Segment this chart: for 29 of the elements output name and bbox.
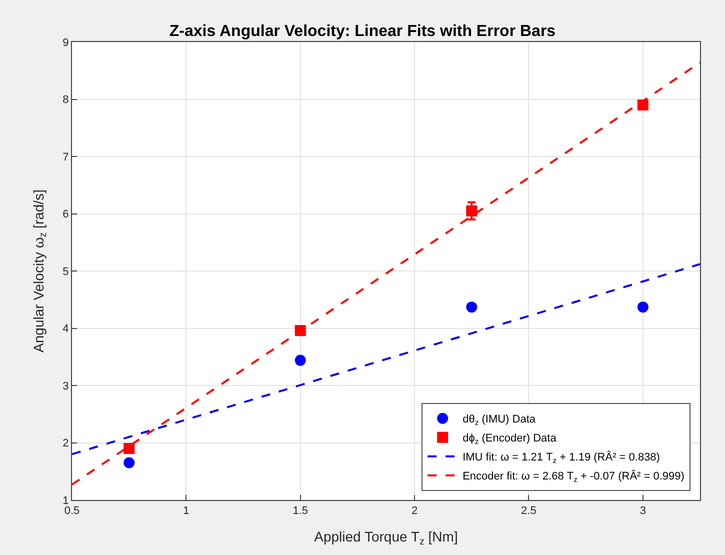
point: [466, 205, 478, 216]
y-tick-label: 2: [62, 438, 69, 450]
legend-label: dϕ$_{z}$ (Encoder) Data: [462, 432, 558, 446]
point: [637, 99, 648, 110]
y-tick-label: 9: [62, 36, 69, 49]
y-tick-label: 3: [62, 380, 69, 392]
y-tick-label: 8: [62, 94, 69, 106]
x-tick-label: 1: [183, 505, 190, 518]
x-tick-label: 2.5: [521, 505, 536, 518]
legend-label: Encoder fit: ω = 2.68 T$_{z}$ + -0.07 (RÂ² = 0.999): [462, 470, 684, 484]
point: [466, 302, 478, 313]
point: [124, 442, 135, 454]
chart-title: Z-axis Angular Velocity: Linear Fits with Error Bars: [169, 23, 556, 40]
point: [294, 354, 306, 366]
y-tick-label: 4: [62, 323, 69, 336]
point: [637, 302, 648, 313]
point: [124, 457, 135, 468]
x-tick-label: 1.5: [292, 505, 308, 518]
x-tick-label: 2: [411, 505, 418, 518]
y-tick-label: 7: [62, 151, 69, 164]
x-tick-label: 3: [640, 505, 646, 518]
legend-label: IMU fit: ω = 1.21 T$_{z}$ + 1.19 (RÂ² = 0.838): [462, 450, 660, 465]
x-axis-title: Applied Torque T$_{z}$ [Nm]: [314, 528, 458, 548]
y-tick-label: 1: [62, 494, 69, 507]
y-tick-label: 5: [62, 266, 69, 278]
point: [294, 325, 306, 336]
x-tick-label: 0.5: [64, 505, 80, 518]
y-tick-label: 6: [62, 208, 69, 221]
legend-label: dθ$_{z}$ (IMU) Data: [462, 414, 536, 427]
